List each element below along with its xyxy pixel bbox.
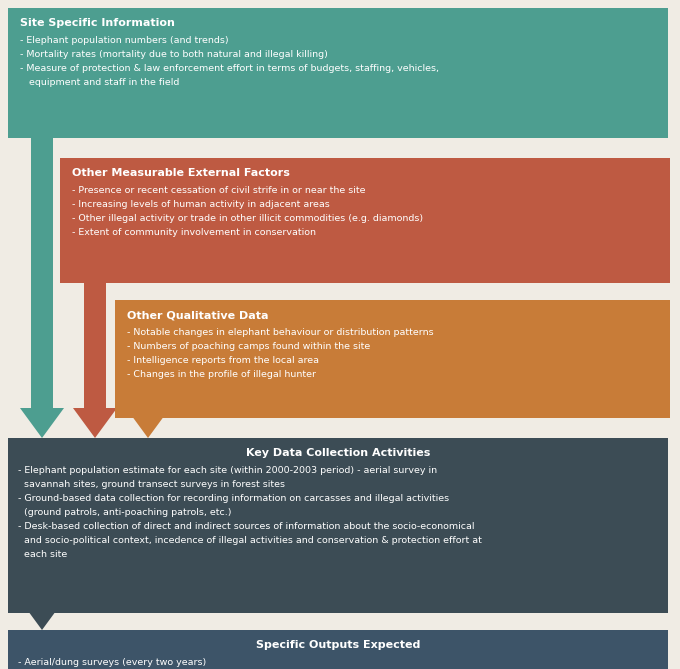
- Text: - Desk-based collection of direct and indirect sources of information about the : - Desk-based collection of direct and in…: [18, 522, 475, 531]
- Text: - Mortality rates (mortality due to both natural and illegal killing): - Mortality rates (mortality due to both…: [20, 50, 328, 59]
- Text: - Extent of community involvement in conservation: - Extent of community involvement in con…: [72, 228, 316, 237]
- Text: Key Data Collection Activities: Key Data Collection Activities: [245, 448, 430, 458]
- Text: - Elephant population estimate for each site (within 2000-2003 period) - aerial : - Elephant population estimate for each …: [18, 466, 437, 475]
- Text: Specific Outputs Expected: Specific Outputs Expected: [256, 640, 420, 650]
- Polygon shape: [73, 408, 117, 438]
- Text: (ground patrols, anti-poaching patrols, etc.): (ground patrols, anti-poaching patrols, …: [18, 508, 231, 517]
- Bar: [84, 283, 106, 408]
- Text: - Other illegal activity or trade in other illicit commodities (e.g. diamonds): - Other illegal activity or trade in oth…: [72, 214, 423, 223]
- Text: - Changes in the profile of illegal hunter: - Changes in the profile of illegal hunt…: [127, 370, 316, 379]
- Text: Other Qualitative Data: Other Qualitative Data: [127, 310, 269, 320]
- Text: - Notable changes in elephant behaviour or distribution patterns: - Notable changes in elephant behaviour …: [127, 328, 434, 337]
- Bar: [8, 8, 668, 138]
- Bar: [31, 600, 53, 613]
- Text: - Elephant population numbers (and trends): - Elephant population numbers (and trend…: [20, 36, 228, 45]
- Text: equipment and staff in the field: equipment and staff in the field: [20, 78, 180, 87]
- Text: each site: each site: [18, 550, 67, 559]
- Text: - Aerial/dung surveys (every two years): - Aerial/dung surveys (every two years): [18, 658, 206, 667]
- Text: - Ground-based data collection for recording information on carcasses and illega: - Ground-based data collection for recor…: [18, 494, 449, 503]
- Bar: [31, 138, 53, 408]
- Text: Site Specific Information: Site Specific Information: [20, 18, 175, 28]
- Polygon shape: [126, 408, 170, 438]
- Bar: [60, 158, 670, 283]
- Text: savannah sites, ground transect surveys in forest sites: savannah sites, ground transect surveys …: [18, 480, 285, 489]
- Polygon shape: [20, 600, 64, 630]
- Bar: [8, 438, 668, 613]
- Bar: [137, 408, 159, 418]
- Text: - Intelligence reports from the local area: - Intelligence reports from the local ar…: [127, 356, 319, 365]
- Text: - Measure of protection & law enforcement effort in terms of budgets, staffing, : - Measure of protection & law enforcemen…: [20, 64, 439, 73]
- Text: - Presence or recent cessation of civil strife in or near the site: - Presence or recent cessation of civil …: [72, 186, 366, 195]
- Bar: [115, 300, 670, 418]
- Text: - Numbers of poaching camps found within the site: - Numbers of poaching camps found within…: [127, 342, 370, 351]
- Polygon shape: [20, 408, 64, 438]
- Text: Other Measurable External Factors: Other Measurable External Factors: [72, 168, 290, 178]
- Bar: [8, 630, 668, 669]
- Text: - Increasing levels of human activity in adjacent areas: - Increasing levels of human activity in…: [72, 200, 330, 209]
- Text: and socio-political context, incedence of illegal activities and conservation & : and socio-political context, incedence o…: [18, 536, 482, 545]
